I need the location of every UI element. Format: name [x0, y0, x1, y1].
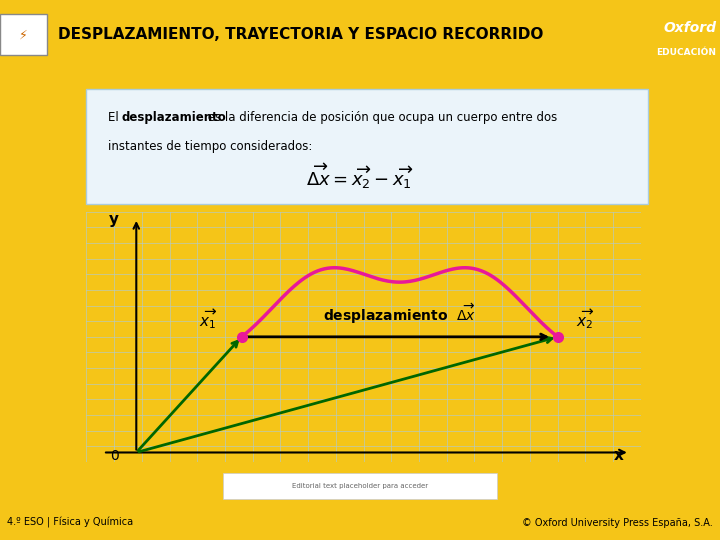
FancyBboxPatch shape: [86, 89, 648, 204]
Text: $\overrightarrow{\Delta x} = \overrightarrow{x_2} - \overrightarrow{x_1}$: $\overrightarrow{\Delta x} = \overrighta…: [306, 161, 414, 191]
Text: $\overrightarrow{x_1}$: $\overrightarrow{x_1}$: [199, 307, 217, 330]
FancyBboxPatch shape: [0, 14, 47, 56]
Text: desplazamiento: desplazamiento: [122, 111, 226, 124]
Text: es la diferencia de posición que ocupa un cuerpo entre dos: es la diferencia de posición que ocupa u…: [204, 111, 558, 124]
Text: 0: 0: [109, 449, 119, 463]
Text: ⚡: ⚡: [19, 29, 28, 42]
FancyBboxPatch shape: [598, 4, 713, 69]
Text: Editorial text placeholder para acceder: Editorial text placeholder para acceder: [292, 483, 428, 489]
Text: $\overrightarrow{x_2}$: $\overrightarrow{x_2}$: [576, 307, 595, 330]
Text: Oxford: Oxford: [663, 21, 716, 35]
Text: 4.º ESO | Física y Química: 4.º ESO | Física y Química: [7, 517, 133, 529]
Text: x: x: [613, 448, 624, 463]
Text: y: y: [109, 212, 119, 227]
Text: desplazamiento  $\overrightarrow{\Delta x}$: desplazamiento $\overrightarrow{\Delta x…: [323, 301, 476, 326]
Text: DESPLAZAMIENTO, TRAYECTORIA Y ESPACIO RECORRIDO: DESPLAZAMIENTO, TRAYECTORIA Y ESPACIO RE…: [58, 28, 543, 43]
Text: EDUCACIÓN: EDUCACIÓN: [657, 48, 716, 57]
Text: © Oxford University Press España, S.A.: © Oxford University Press España, S.A.: [522, 518, 713, 528]
Text: instantes de tiempo considerados:: instantes de tiempo considerados:: [108, 140, 312, 153]
FancyBboxPatch shape: [223, 472, 497, 500]
Text: El: El: [108, 111, 122, 124]
